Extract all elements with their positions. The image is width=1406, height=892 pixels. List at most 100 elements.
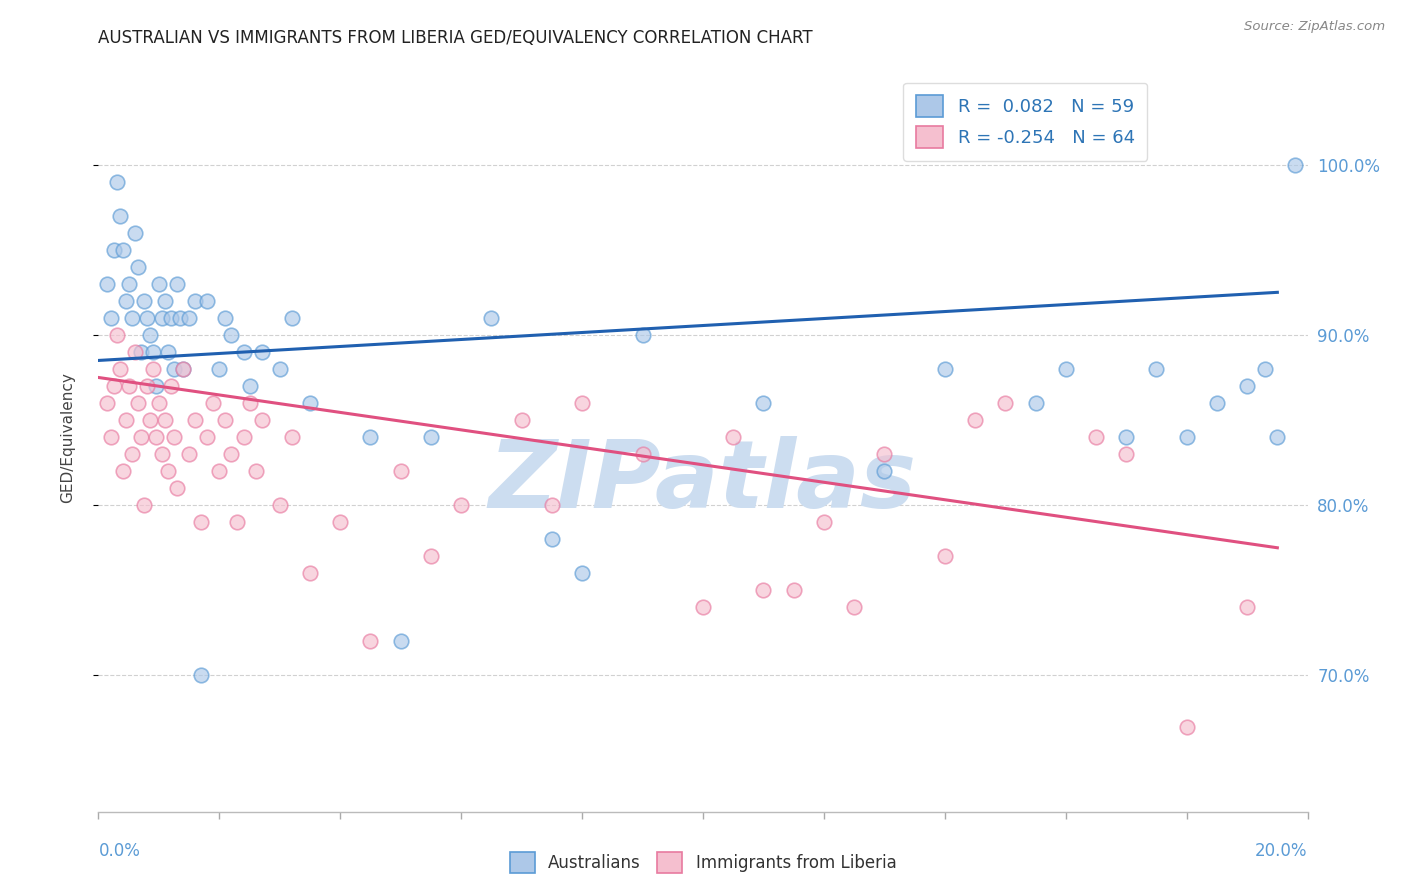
- Point: [692, 600, 714, 615]
- Point: [169, 310, 191, 325]
- Point: [360, 634, 382, 648]
- Point: [105, 327, 128, 342]
- Point: [510, 413, 533, 427]
- Point: [281, 310, 304, 325]
- Point: [844, 600, 866, 615]
- Point: [1236, 379, 1258, 393]
- Point: [232, 430, 254, 444]
- Point: [139, 327, 162, 342]
- Point: [420, 430, 443, 444]
- Point: [118, 379, 141, 393]
- Point: [118, 277, 141, 291]
- Point: [965, 413, 987, 427]
- Point: [129, 345, 152, 359]
- Point: [142, 362, 165, 376]
- Point: [269, 498, 291, 512]
- Point: [153, 293, 176, 308]
- Point: [184, 293, 207, 308]
- Point: [172, 362, 194, 376]
- Point: [1115, 430, 1137, 444]
- Point: [172, 362, 194, 376]
- Text: 0.0%: 0.0%: [98, 842, 141, 860]
- Point: [360, 430, 382, 444]
- Point: [121, 310, 143, 325]
- Point: [873, 464, 896, 478]
- Point: [269, 362, 291, 376]
- Point: [250, 345, 273, 359]
- Point: [163, 362, 186, 376]
- Point: [226, 515, 249, 529]
- Point: [1175, 430, 1198, 444]
- Point: [934, 549, 956, 564]
- Point: [723, 430, 745, 444]
- Point: [389, 634, 412, 648]
- Point: [114, 413, 136, 427]
- Point: [1146, 362, 1168, 376]
- Point: [208, 464, 231, 478]
- Point: [142, 345, 165, 359]
- Point: [160, 310, 183, 325]
- Point: [105, 175, 128, 189]
- Point: [783, 583, 806, 598]
- Point: [190, 668, 212, 682]
- Point: [111, 243, 134, 257]
- Point: [934, 362, 956, 376]
- Point: [299, 566, 322, 581]
- Legend: Australians, Immigrants from Liberia: Australians, Immigrants from Liberia: [503, 846, 903, 880]
- Point: [108, 209, 131, 223]
- Point: [195, 293, 218, 308]
- Point: [232, 345, 254, 359]
- Point: [994, 396, 1017, 410]
- Point: [221, 447, 243, 461]
- Point: [571, 566, 593, 581]
- Point: [1267, 430, 1289, 444]
- Point: [148, 396, 170, 410]
- Point: [103, 379, 125, 393]
- Text: 20.0%: 20.0%: [1256, 842, 1308, 860]
- Point: [631, 447, 654, 461]
- Point: [1236, 600, 1258, 615]
- Point: [179, 310, 201, 325]
- Point: [160, 379, 183, 393]
- Point: [127, 396, 149, 410]
- Point: [299, 396, 322, 410]
- Point: [150, 447, 173, 461]
- Point: [148, 277, 170, 291]
- Point: [135, 379, 157, 393]
- Point: [873, 447, 896, 461]
- Point: [145, 379, 167, 393]
- Point: [132, 498, 155, 512]
- Point: [190, 515, 212, 529]
- Point: [163, 430, 186, 444]
- Point: [329, 515, 352, 529]
- Point: [135, 310, 157, 325]
- Text: AUSTRALIAN VS IMMIGRANTS FROM LIBERIA GED/EQUIVALENCY CORRELATION CHART: AUSTRALIAN VS IMMIGRANTS FROM LIBERIA GE…: [98, 29, 813, 47]
- Point: [389, 464, 412, 478]
- Point: [184, 413, 207, 427]
- Point: [540, 498, 562, 512]
- Point: [100, 310, 122, 325]
- Point: [1085, 430, 1108, 444]
- Point: [127, 260, 149, 274]
- Point: [129, 430, 152, 444]
- Point: [132, 293, 155, 308]
- Point: [420, 549, 443, 564]
- Point: [179, 447, 201, 461]
- Point: [111, 464, 134, 478]
- Point: [103, 243, 125, 257]
- Point: [250, 413, 273, 427]
- Point: [100, 430, 122, 444]
- Point: [1254, 362, 1277, 376]
- Point: [239, 396, 262, 410]
- Point: [124, 226, 146, 240]
- Point: [156, 464, 179, 478]
- Point: [1284, 158, 1306, 172]
- Text: Source: ZipAtlas.com: Source: ZipAtlas.com: [1244, 20, 1385, 33]
- Point: [121, 447, 143, 461]
- Point: [813, 515, 835, 529]
- Point: [281, 430, 304, 444]
- Point: [96, 396, 118, 410]
- Point: [139, 413, 162, 427]
- Point: [124, 345, 146, 359]
- Point: [1206, 396, 1229, 410]
